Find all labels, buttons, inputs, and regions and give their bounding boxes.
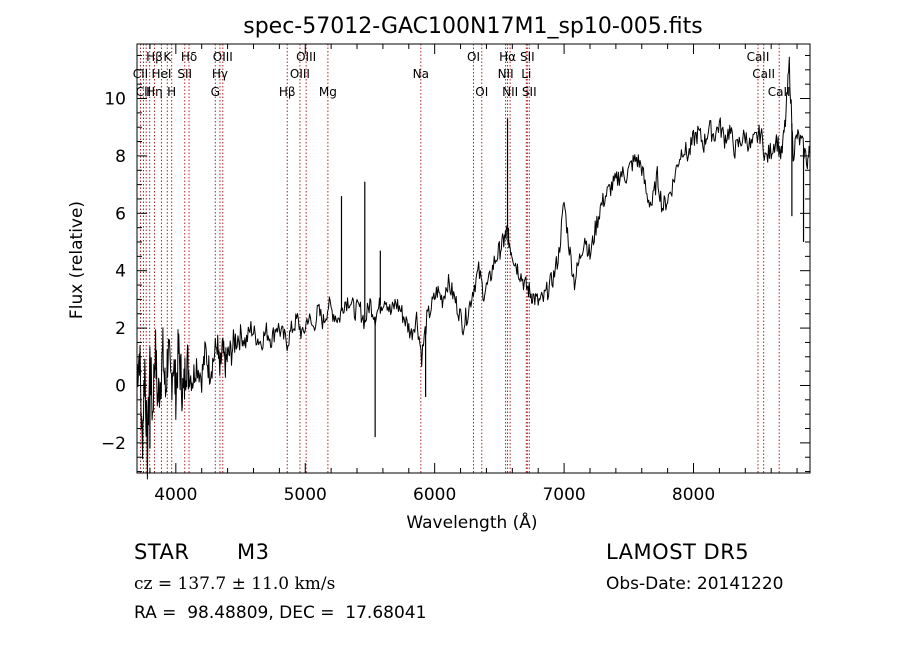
x-tick-label: 8000	[672, 485, 715, 505]
spectral-line-label: CaII	[768, 85, 791, 99]
object-subclass: M3	[237, 540, 270, 564]
x-tick-label: 7000	[542, 485, 585, 505]
spectral-line-label: OI	[467, 50, 480, 64]
spectral-line-label: Hα	[499, 50, 516, 64]
y-tick-label: 8	[115, 147, 126, 167]
spectral-line-label: CII	[133, 67, 148, 81]
spectral-line-label: SII	[177, 67, 192, 81]
coordinates: RA = 98.48809, DEC = 17.68041	[134, 603, 427, 623]
spectral-line-label: OIII	[213, 50, 233, 64]
y-axis-ticks: −2 0 2 4 6 8 10	[101, 54, 810, 473]
survey-name: LAMOST DR5	[606, 540, 750, 564]
observation-date: Obs-Date: 20141220	[606, 574, 784, 594]
spectral-line-label: SII	[522, 85, 537, 99]
redshift-info: cz = 137.7 ± 11.0 km/s	[134, 574, 336, 594]
chart-title: spec-57012-GAC100N17M1_sp10-005.fits	[243, 14, 703, 39]
y-tick-label: 4	[115, 262, 126, 282]
y-tick-label: 10	[104, 90, 126, 110]
spectrum-series-line	[136, 56, 811, 480]
spectral-line-label: K	[163, 50, 172, 64]
x-tick-label: 5000	[284, 485, 327, 505]
spectral-line-label: NII	[498, 67, 514, 81]
spectrum-spikes	[146, 118, 805, 463]
spectral-line-label: CaII	[747, 50, 770, 64]
spectral-line-label: Hη	[146, 85, 163, 99]
y-axis-label: Flux (relative)	[67, 201, 87, 319]
spectral-line-label: NII	[502, 85, 518, 99]
spectral-line-label: OIII	[296, 50, 316, 64]
y-tick-label: 6	[115, 204, 126, 224]
spectral-line-label: Mg	[319, 85, 337, 99]
spectral-line-label: Hδ	[181, 50, 197, 64]
x-tick-label: 6000	[413, 485, 456, 505]
y-tick-label: 2	[115, 319, 126, 339]
spectral-line-label: OIII	[290, 67, 310, 81]
spectral-line-label: SII	[520, 50, 535, 64]
spectral-line-label: Na	[413, 67, 429, 81]
spectral-line-label: HeI	[151, 67, 171, 81]
spectral-line-label: Li	[521, 67, 531, 81]
spectral-line-label: OI	[475, 85, 488, 99]
x-axis-ticks: 4000 5000 6000 7000 8000	[149, 44, 798, 505]
spectral-line-label: Hβ	[146, 50, 163, 64]
y-tick-label: 0	[115, 376, 126, 396]
spectral-line-label: G	[211, 85, 220, 99]
plot-frame	[136, 43, 811, 474]
spectral-line-label: Hγ	[212, 67, 228, 81]
x-tick-label: 4000	[154, 485, 197, 505]
spectral-line-label: H	[167, 85, 176, 99]
spectral-line-label: Hβ	[279, 85, 296, 99]
spectral-line-label: CII	[136, 85, 151, 99]
object-class: STAR	[134, 540, 190, 564]
spectral-line-markers	[139, 44, 780, 473]
x-axis-label: Wavelength (Å)	[406, 511, 537, 533]
y-tick-label: −2	[101, 434, 126, 454]
spectral-line-label: CaII	[752, 67, 775, 81]
